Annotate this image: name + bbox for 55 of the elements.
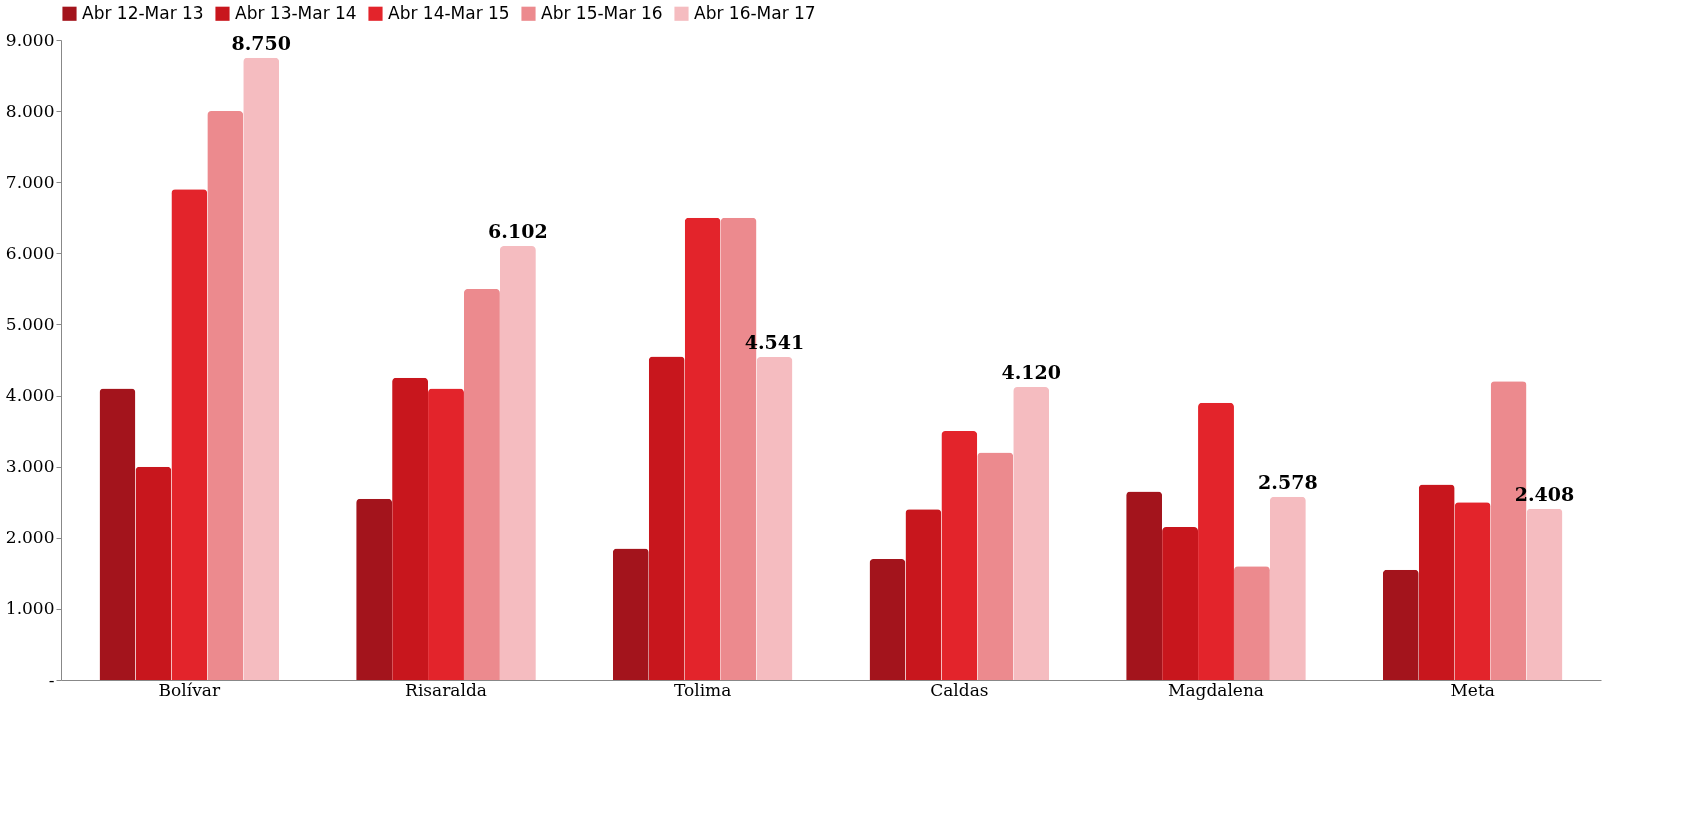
bar	[1233, 566, 1270, 680]
y-tick-label: 2.000	[5, 527, 55, 548]
bar	[648, 356, 685, 680]
bar	[1013, 387, 1050, 680]
data-label: 2.578	[1258, 470, 1318, 493]
y-tick-label: 3.000	[5, 456, 55, 477]
y-tick-label: 8.000	[5, 100, 55, 121]
x-tick-label: Risaralda	[405, 679, 487, 700]
legend-label: Abr 12-Mar 13	[82, 2, 204, 23]
data-label: 4.120	[1001, 361, 1061, 384]
bar	[684, 217, 721, 680]
y-tick-label: -	[48, 669, 55, 690]
legend-label: Abr 15-Mar 16	[541, 2, 663, 23]
bar	[1269, 496, 1306, 680]
bar	[612, 548, 649, 680]
bar	[243, 57, 280, 680]
bar	[171, 189, 208, 680]
bar	[1382, 569, 1419, 680]
data-label: 8.750	[231, 31, 291, 54]
bar	[941, 431, 978, 680]
y-tick-label: 4.000	[5, 385, 55, 406]
bar	[463, 288, 500, 680]
x-tick-label: Caldas	[930, 679, 989, 700]
bar	[1198, 402, 1234, 680]
legend-label: Abr 14-Mar 15	[388, 2, 510, 23]
bar	[207, 111, 244, 680]
y-tick-label: 5.000	[5, 313, 55, 334]
bar	[428, 388, 464, 680]
bar	[869, 559, 906, 680]
y-tick-label: 1.000	[5, 598, 55, 619]
y-tick-label: 6.000	[5, 242, 55, 263]
bar	[756, 357, 793, 680]
bar	[1126, 491, 1163, 680]
bar	[1162, 527, 1199, 680]
x-tick-label: Tolima	[673, 679, 732, 700]
x-tick-label: Meta	[1450, 679, 1495, 700]
bar	[905, 509, 942, 680]
bar	[1418, 484, 1455, 680]
data-label: 4.541	[744, 331, 805, 354]
bar	[356, 498, 393, 680]
y-tick-label: 9.000	[5, 29, 55, 50]
bar	[1526, 508, 1563, 680]
bar	[392, 377, 429, 680]
y-tick-label: 7.000	[5, 171, 55, 192]
bar	[135, 466, 172, 680]
legend-label: Abr 13-Mar 14	[235, 2, 357, 23]
legend-label: Abr 16-Mar 17	[694, 2, 816, 23]
bar	[99, 388, 136, 680]
bar	[977, 452, 1014, 680]
x-tick-label: Magdalena	[1167, 679, 1265, 700]
bar	[499, 246, 536, 680]
data-label: 2.408	[1514, 482, 1575, 505]
x-tick-label: Bolívar	[158, 679, 221, 700]
bar	[1454, 502, 1491, 680]
data-label: 6.102	[488, 220, 548, 243]
